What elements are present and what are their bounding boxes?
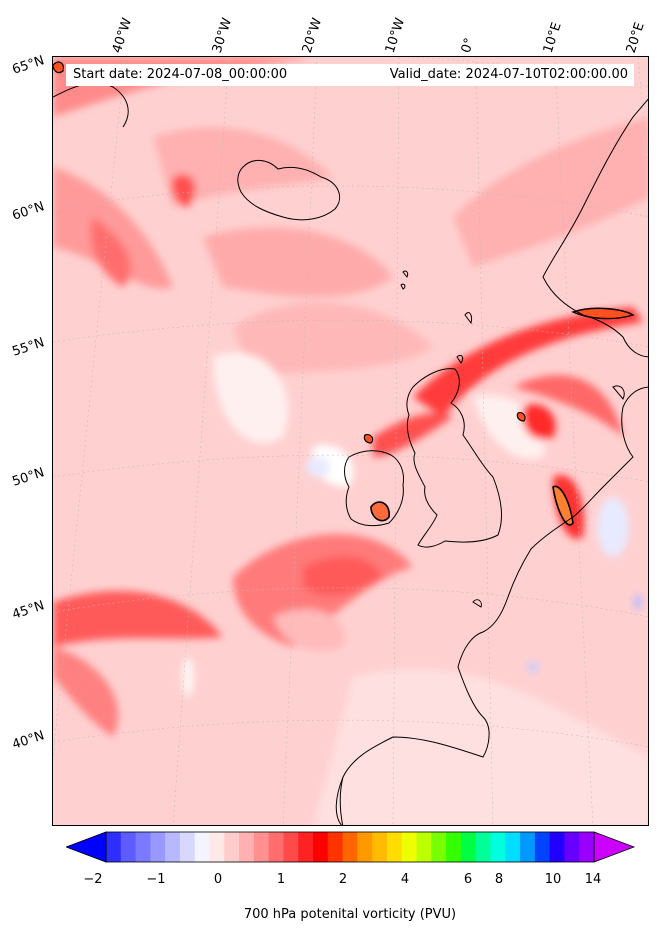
colorbar-label: 700 hPa potenital vorticity (PVU): [243, 907, 457, 922]
colorbar-tick: 4: [400, 872, 410, 887]
colorbar-cell: [490, 832, 506, 862]
colorbar-cell: [283, 832, 299, 862]
lon-label-30w: 30°W: [209, 16, 236, 55]
colorbar-cell: [135, 832, 151, 862]
colorbar-cell: [194, 832, 210, 862]
colorbar-cell: [401, 832, 417, 862]
start-date-text: Start date: 2024-07-08_00:00:00: [73, 67, 288, 82]
colorbar-cell: [165, 832, 181, 862]
colorbar: [66, 831, 636, 863]
pv-field-svg: [53, 57, 648, 825]
colorbar-cell: [475, 832, 491, 862]
colorbar-cell: [150, 832, 166, 862]
pv-contours: [53, 57, 648, 825]
colorbar-cell: [342, 832, 358, 862]
colorbar-tick: −1: [146, 872, 166, 887]
colorbar-cell: [327, 832, 344, 862]
iceland-coast: [237, 160, 340, 221]
lat-label-40n: 40°N: [10, 728, 47, 753]
colorbar-cell: [564, 832, 580, 862]
valid-date-text: Valid_date: 2024-07-10T02:00:00.00: [389, 67, 628, 82]
colorbar-tick: −2: [83, 872, 103, 887]
lon-label-40w: 40°W: [109, 16, 136, 55]
pv-map: [52, 56, 649, 826]
date-info-bar: Start date: 2024-07-08_00:00:00 Valid_da…: [66, 64, 634, 86]
colorbar-tick: 10: [544, 872, 562, 887]
lon-label-10e: 10°E: [540, 20, 565, 55]
colorbar-tick: 8: [494, 872, 504, 887]
colorbar-cell: [505, 832, 521, 862]
colorbar-extend-low: [66, 831, 107, 863]
colorbar-cell: [313, 832, 329, 862]
colorbar-cell: [579, 832, 595, 862]
colorbar-cell: [120, 832, 136, 862]
colorbar-cell: [460, 832, 477, 862]
lon-label-0: 0°: [458, 36, 478, 55]
colorbar-cell: [209, 832, 225, 862]
colorbar-cell: [239, 832, 255, 862]
colorbar-tick: 14: [584, 872, 602, 887]
colorbar-cell: [372, 832, 388, 862]
colorbar-cell: [446, 832, 462, 862]
lat-label-55n: 55°N: [10, 335, 47, 360]
continent-coast: [339, 386, 648, 825]
colorbar-tick: 1: [276, 872, 286, 887]
colorbar-cell: [416, 832, 432, 862]
colorbar-cell: [179, 832, 196, 862]
scandinavia-coast: [542, 98, 648, 358]
colorbar-extend-high: [593, 831, 636, 863]
colorbar-cell: [520, 832, 536, 862]
ireland-coast: [344, 450, 404, 527]
colorbar-cell: [549, 832, 565, 862]
lat-label-45n: 45°N: [10, 598, 47, 623]
lat-label-65n: 65°N: [10, 53, 47, 78]
colorbar-cell: [224, 832, 240, 862]
lat-label-60n: 60°N: [10, 199, 47, 224]
coastlines: [53, 82, 648, 825]
lat-label-50n: 50°N: [10, 465, 47, 490]
pv-high-contours: [53, 61, 635, 526]
lon-label-20e: 20°E: [623, 20, 648, 55]
great-britain-coast: [406, 368, 503, 548]
colorbar-tick: 2: [338, 872, 348, 887]
colorbar-cells: [106, 832, 595, 862]
colorbar-cell: [253, 832, 270, 862]
lon-label-20w: 20°W: [299, 16, 326, 55]
colorbar-cell: [298, 832, 314, 862]
colorbar-outline: [105, 831, 595, 863]
colorbar-cell: [357, 832, 373, 862]
colorbar-tick: 0: [213, 872, 223, 887]
colorbar-cell: [268, 832, 284, 862]
lon-label-10w: 10°W: [382, 16, 409, 55]
colorbar-tick: 6: [463, 872, 473, 887]
colorbar-cell: [386, 832, 403, 862]
colorbar-cell: [431, 832, 447, 862]
colorbar-cell: [106, 832, 122, 862]
colorbar-cell: [534, 832, 551, 862]
